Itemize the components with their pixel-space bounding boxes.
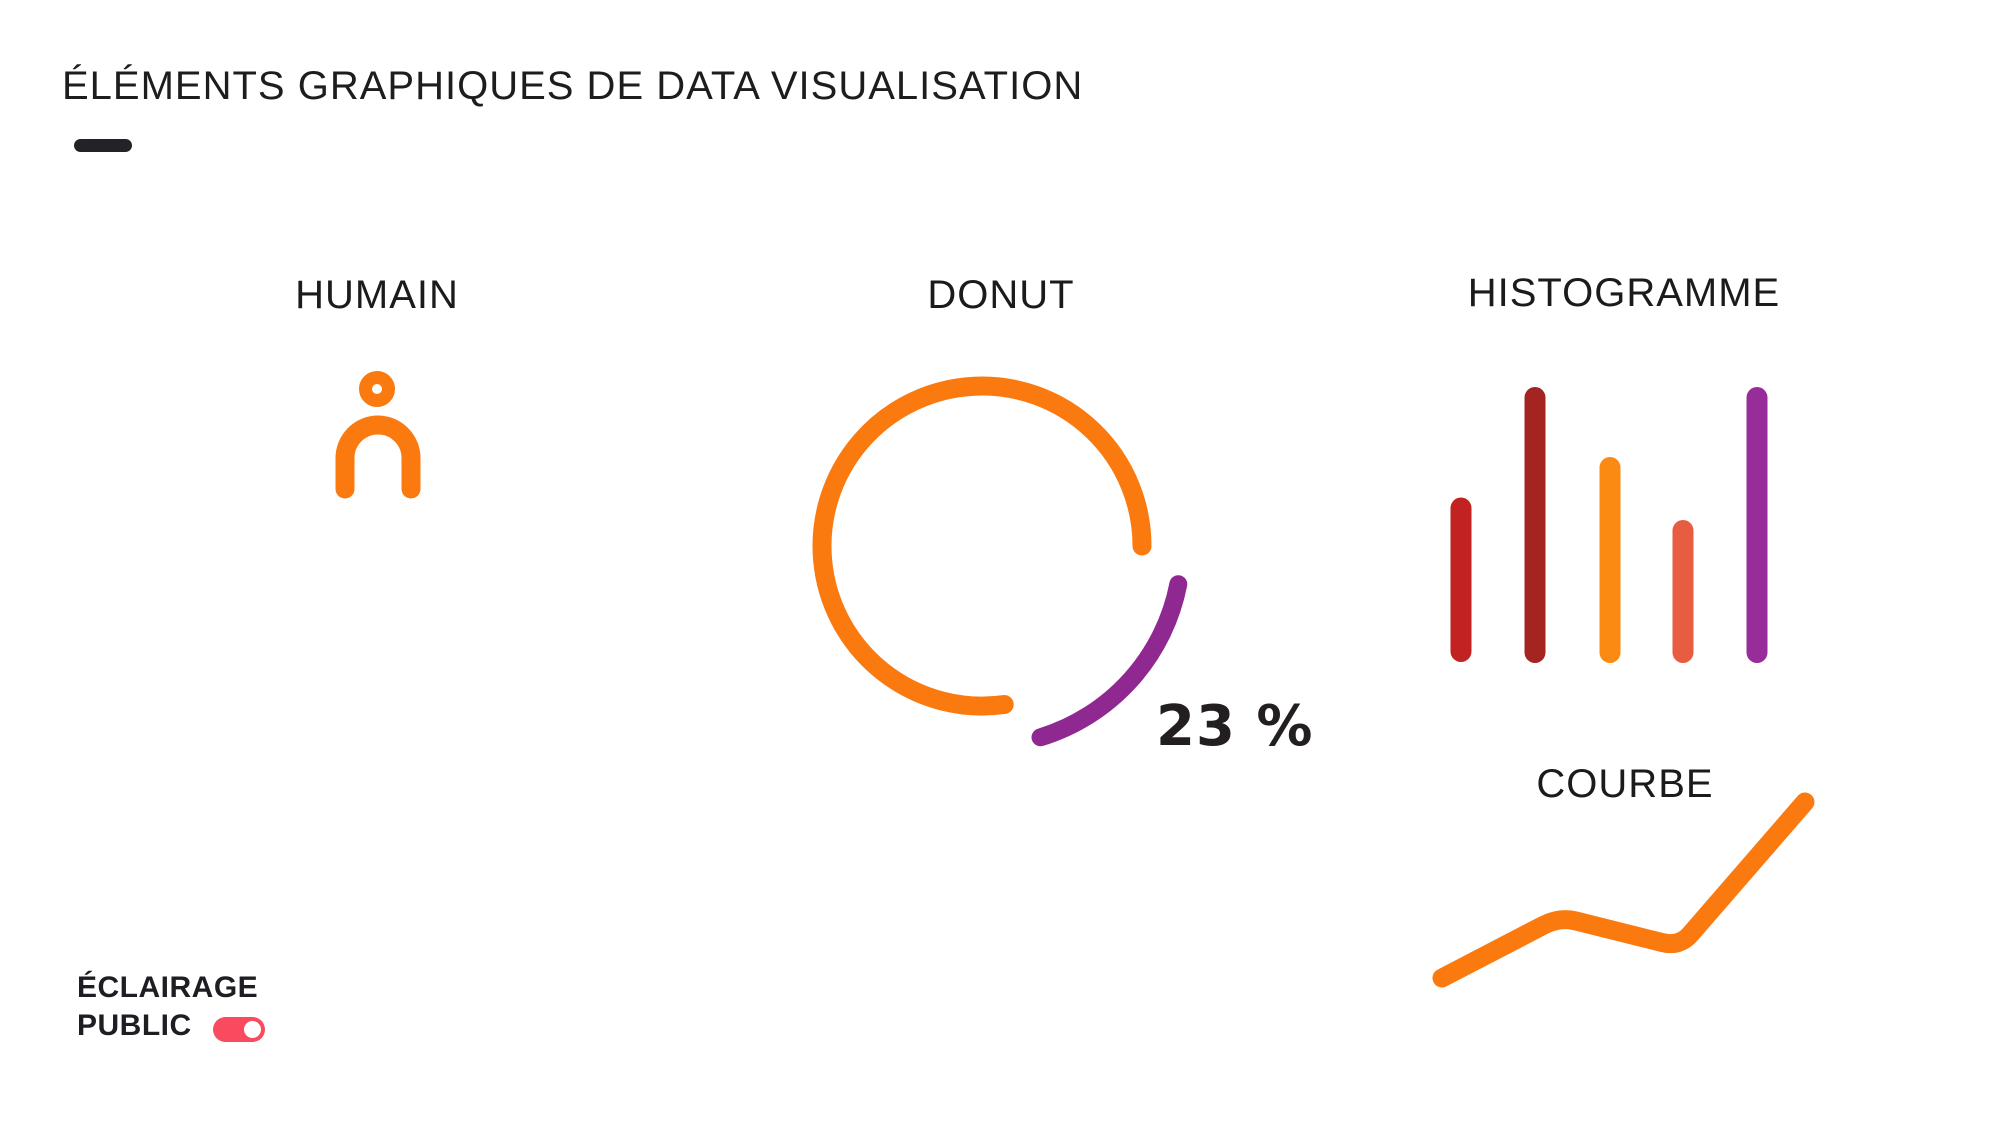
page-title: ÉLÉMENTS GRAPHIQUES DE DATA VISUALISATIO… [62,64,1084,108]
section-label-donut: DONUT [927,273,1075,317]
human-icon [335,371,421,499]
logo: ÉCLAIRAGE PUBLIC [77,969,258,1045]
section-label-courbe: COURBE [1536,762,1714,806]
donut-highlight-arc [1031,575,1188,747]
toggle-knob-icon [244,1021,261,1038]
logo-line-1: ÉCLAIRAGE [77,971,259,1004]
histogram-chart [1450,387,1768,663]
curve-line [1432,792,1815,988]
toggle-icon [213,1017,265,1042]
logo-line-2: PUBLIC [77,1009,192,1042]
title-underline [74,139,132,152]
human-head-icon [359,371,395,407]
donut-chart [812,376,1188,747]
donut-value-label: 23 % [1156,694,1314,759]
donut-main-arc [812,376,1152,716]
section-label-humain: HUMAIN [295,273,459,317]
human-body-icon [335,415,421,499]
curve-chart [1432,792,1815,988]
section-label-histogramme: HISTOGRAMME [1467,271,1781,315]
